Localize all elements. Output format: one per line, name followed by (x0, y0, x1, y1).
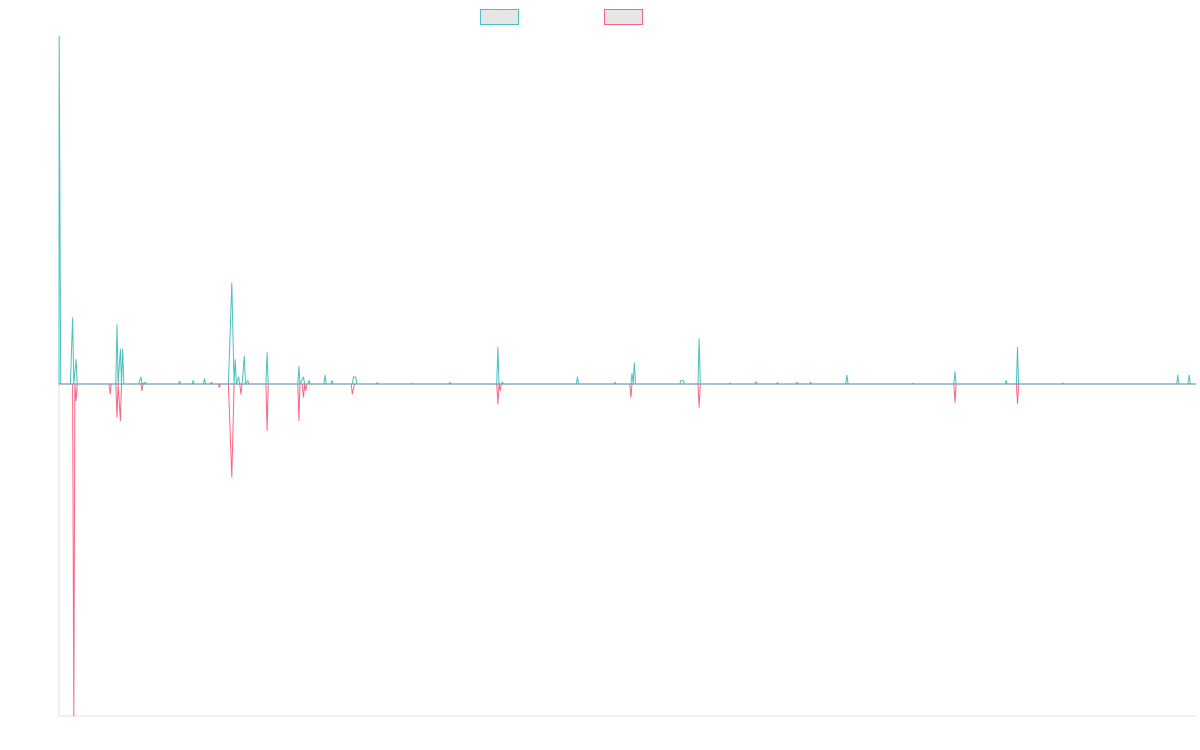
series-layer (58, 35, 1196, 717)
legend-item-series-2[interactable] (604, 9, 643, 25)
series-line-1 (58, 35, 1196, 385)
legend-item-series-1[interactable] (480, 9, 519, 25)
series-line-2 (59, 383, 1196, 717)
